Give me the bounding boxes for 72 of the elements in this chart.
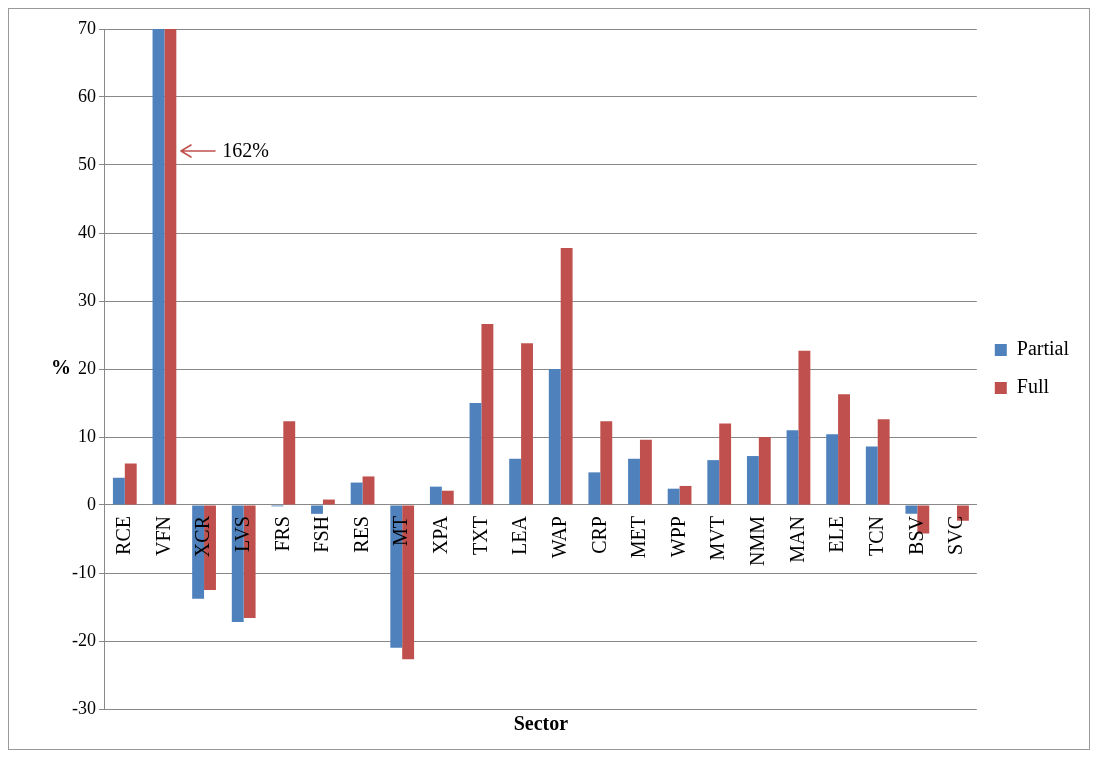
x-tick-label: VFN bbox=[151, 516, 174, 557]
x-tick-label: TCN bbox=[864, 516, 887, 556]
bar bbox=[667, 488, 680, 505]
legend-label: Full bbox=[1016, 375, 1050, 398]
x-tick-label: WAP bbox=[547, 516, 570, 559]
x-tick-label: MT bbox=[389, 516, 412, 546]
y-tick-label: 60 bbox=[77, 85, 96, 106]
bar bbox=[481, 324, 494, 505]
x-tick-label: MAN bbox=[785, 516, 808, 563]
x-tick-label: NMM bbox=[746, 515, 769, 567]
bar bbox=[441, 490, 454, 505]
y-tick-label: 50 bbox=[77, 153, 96, 174]
x-tick-label: LEA bbox=[508, 515, 531, 555]
x-tick-label: FRS bbox=[270, 516, 293, 552]
x-tick-label: XPA bbox=[429, 515, 452, 555]
bar bbox=[865, 446, 878, 505]
bar bbox=[758, 437, 771, 505]
bar bbox=[826, 434, 839, 505]
y-tick-label: 70 bbox=[77, 17, 96, 38]
bar bbox=[509, 458, 522, 505]
bar bbox=[679, 485, 692, 505]
bar bbox=[639, 439, 652, 505]
x-tick-label: LVS bbox=[230, 516, 253, 552]
x-tick-label: SVC bbox=[944, 516, 967, 555]
x-tick-label: MVT bbox=[706, 516, 729, 561]
bar bbox=[112, 477, 125, 505]
bar bbox=[283, 421, 296, 505]
y-tick-label: 20 bbox=[77, 357, 96, 378]
bar bbox=[311, 505, 323, 514]
annotation: 162% bbox=[222, 138, 269, 161]
y-axis-title: % bbox=[51, 356, 71, 379]
y-tick-label: 10 bbox=[77, 425, 96, 446]
x-tick-label: ELE bbox=[825, 516, 848, 553]
bar bbox=[350, 482, 363, 505]
x-tick-label: MET bbox=[627, 516, 650, 559]
bar bbox=[786, 430, 799, 505]
y-tick-label: -30 bbox=[71, 697, 96, 718]
y-tick-label: 0 bbox=[86, 493, 96, 514]
bar bbox=[164, 29, 177, 505]
bar bbox=[719, 423, 732, 505]
bar bbox=[746, 456, 759, 505]
bar bbox=[124, 463, 137, 505]
y-tick-label: 40 bbox=[77, 221, 96, 242]
bar bbox=[521, 343, 533, 505]
x-axis-title: Sector bbox=[513, 712, 569, 735]
bar bbox=[600, 421, 613, 505]
bar bbox=[548, 369, 561, 505]
y-tick-label: -10 bbox=[71, 561, 96, 582]
x-tick-label: RES bbox=[349, 516, 372, 553]
x-tick-label: WPP bbox=[666, 516, 689, 558]
y-tick-label: 30 bbox=[77, 289, 96, 310]
x-tick-label: XCR bbox=[191, 515, 214, 558]
bar bbox=[707, 460, 720, 505]
legend-label: Partial bbox=[1016, 337, 1070, 360]
bar bbox=[838, 394, 850, 505]
x-tick-label: BSV bbox=[904, 515, 927, 555]
bar bbox=[362, 476, 375, 505]
bar bbox=[429, 486, 442, 505]
bar bbox=[152, 29, 165, 505]
x-tick-label: TXT bbox=[468, 516, 491, 555]
y-tick-label: -20 bbox=[71, 629, 96, 650]
bar bbox=[798, 350, 811, 505]
x-tick-label: FSH bbox=[310, 516, 333, 553]
x-tick-label: RCE bbox=[112, 516, 135, 555]
bar bbox=[628, 458, 640, 505]
x-tick-label: CRP bbox=[587, 516, 610, 554]
bar bbox=[905, 505, 918, 514]
bar bbox=[322, 499, 335, 505]
bar bbox=[877, 419, 890, 505]
bar bbox=[469, 403, 482, 505]
bar bbox=[560, 247, 573, 505]
bar bbox=[588, 472, 601, 505]
